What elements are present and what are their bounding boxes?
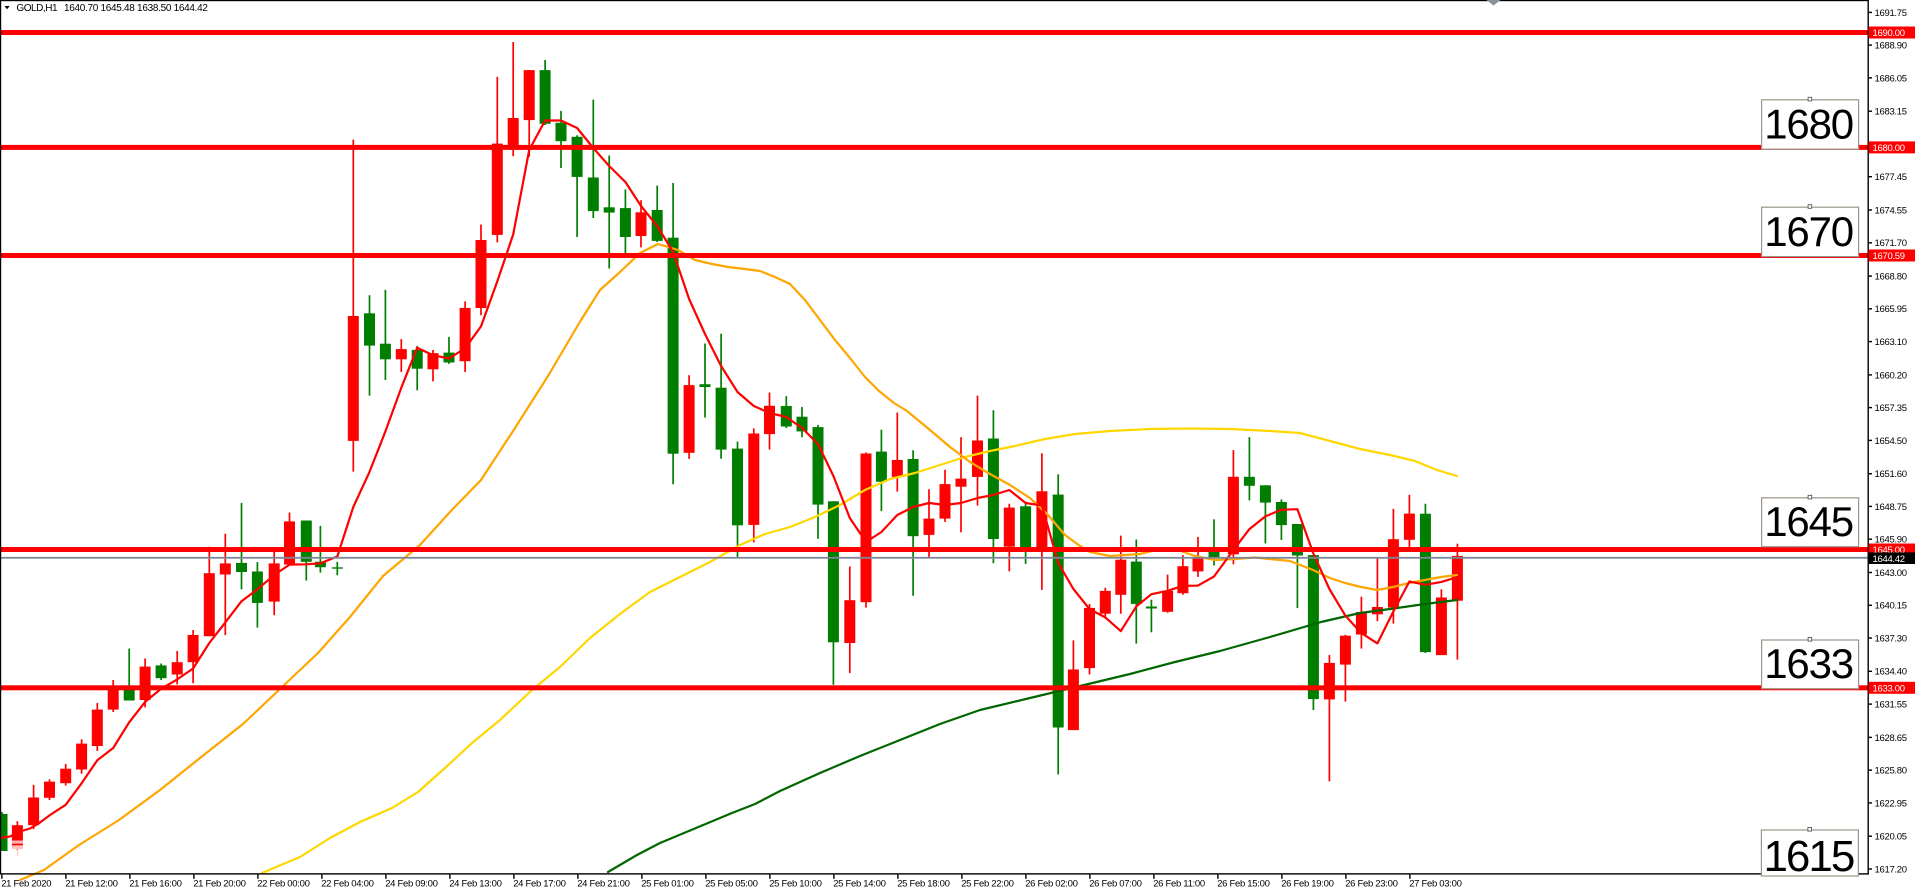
svg-text:1660.20: 1660.20	[1875, 370, 1907, 381]
svg-text:24 Feb 13:00: 24 Feb 13:00	[449, 879, 501, 890]
svg-text:1617.20: 1617.20	[1875, 864, 1907, 875]
svg-text:22 Feb 04:00: 22 Feb 04:00	[321, 879, 373, 890]
svg-text:1657.35: 1657.35	[1875, 403, 1907, 414]
svg-text:26 Feb 11:00: 26 Feb 11:00	[1153, 879, 1205, 890]
svg-text:1688.90: 1688.90	[1875, 41, 1907, 52]
svg-text:26 Feb 19:00: 26 Feb 19:00	[1281, 879, 1333, 890]
svg-text:1670: 1670	[1764, 208, 1853, 255]
svg-text:1637.30: 1637.30	[1875, 633, 1907, 644]
svg-text:1654.50: 1654.50	[1875, 436, 1907, 447]
svg-text:25 Feb 18:00: 25 Feb 18:00	[897, 879, 949, 890]
svg-text:1645.00: 1645.00	[1873, 545, 1905, 556]
svg-text:1643.00: 1643.00	[1875, 568, 1907, 579]
svg-text:24 Feb 09:00: 24 Feb 09:00	[385, 879, 437, 890]
svg-text:1668.80: 1668.80	[1875, 272, 1907, 283]
svg-text:1691.75: 1691.75	[1875, 8, 1907, 19]
svg-text:GOLD,H1: GOLD,H1	[16, 3, 58, 14]
svg-text:1622.95: 1622.95	[1875, 798, 1907, 809]
svg-text:1671.70: 1671.70	[1875, 238, 1907, 249]
svg-text:1665.95: 1665.95	[1875, 304, 1907, 315]
svg-text:1634.40: 1634.40	[1875, 667, 1907, 678]
svg-text:1680: 1680	[1764, 101, 1853, 148]
svg-text:25 Feb 05:00: 25 Feb 05:00	[705, 879, 757, 890]
svg-text:1625.80: 1625.80	[1875, 766, 1907, 777]
svg-text:1644.42: 1644.42	[1873, 554, 1905, 565]
svg-text:25 Feb 10:00: 25 Feb 10:00	[769, 879, 821, 890]
svg-text:1677.45: 1677.45	[1875, 172, 1907, 183]
svg-text:1683.15: 1683.15	[1875, 107, 1907, 118]
svg-text:22 Feb 00:00: 22 Feb 00:00	[257, 879, 309, 890]
svg-text:1640.15: 1640.15	[1875, 601, 1907, 612]
svg-text:25 Feb 01:00: 25 Feb 01:00	[641, 879, 693, 890]
svg-text:21 Feb 20:00: 21 Feb 20:00	[193, 879, 245, 890]
svg-text:25 Feb 22:00: 25 Feb 22:00	[961, 879, 1013, 890]
svg-text:1663.10: 1663.10	[1875, 337, 1907, 348]
svg-text:1690.00: 1690.00	[1873, 28, 1905, 39]
svg-text:1620.05: 1620.05	[1875, 832, 1907, 843]
svg-text:24 Feb 17:00: 24 Feb 17:00	[513, 879, 565, 890]
svg-text:21 Feb 16:00: 21 Feb 16:00	[129, 879, 181, 890]
svg-text:1674.55: 1674.55	[1875, 205, 1907, 216]
svg-text:1628.65: 1628.65	[1875, 733, 1907, 744]
svg-text:1686.05: 1686.05	[1875, 73, 1907, 84]
svg-text:24 Feb 21:00: 24 Feb 21:00	[577, 879, 629, 890]
svg-text:21 Feb 12:00: 21 Feb 12:00	[65, 879, 117, 890]
svg-text:1633: 1633	[1764, 640, 1853, 687]
svg-text:1648.75: 1648.75	[1875, 502, 1907, 513]
svg-text:25 Feb 14:00: 25 Feb 14:00	[833, 879, 885, 890]
svg-text:1670.59: 1670.59	[1873, 251, 1905, 262]
svg-text:1631.55: 1631.55	[1875, 700, 1907, 711]
svg-text:26 Feb 02:00: 26 Feb 02:00	[1025, 879, 1077, 890]
svg-text:1645: 1645	[1764, 498, 1853, 545]
svg-text:1633.00: 1633.00	[1873, 683, 1905, 694]
svg-text:21 Feb 2020: 21 Feb 2020	[1, 879, 51, 890]
svg-text:1640.70 1645.48 1638.50 1644.4: 1640.70 1645.48 1638.50 1644.42	[64, 3, 208, 14]
svg-text:1615: 1615	[1763, 832, 1853, 881]
svg-text:1651.60: 1651.60	[1875, 469, 1907, 480]
svg-text:26 Feb 15:00: 26 Feb 15:00	[1217, 879, 1269, 890]
svg-text:27 Feb 03:00: 27 Feb 03:00	[1409, 879, 1461, 890]
svg-text:1645.90: 1645.90	[1875, 535, 1907, 546]
svg-text:26 Feb 07:00: 26 Feb 07:00	[1089, 879, 1141, 890]
svg-text:26 Feb 23:00: 26 Feb 23:00	[1345, 879, 1397, 890]
svg-text:1680.00: 1680.00	[1873, 143, 1905, 154]
